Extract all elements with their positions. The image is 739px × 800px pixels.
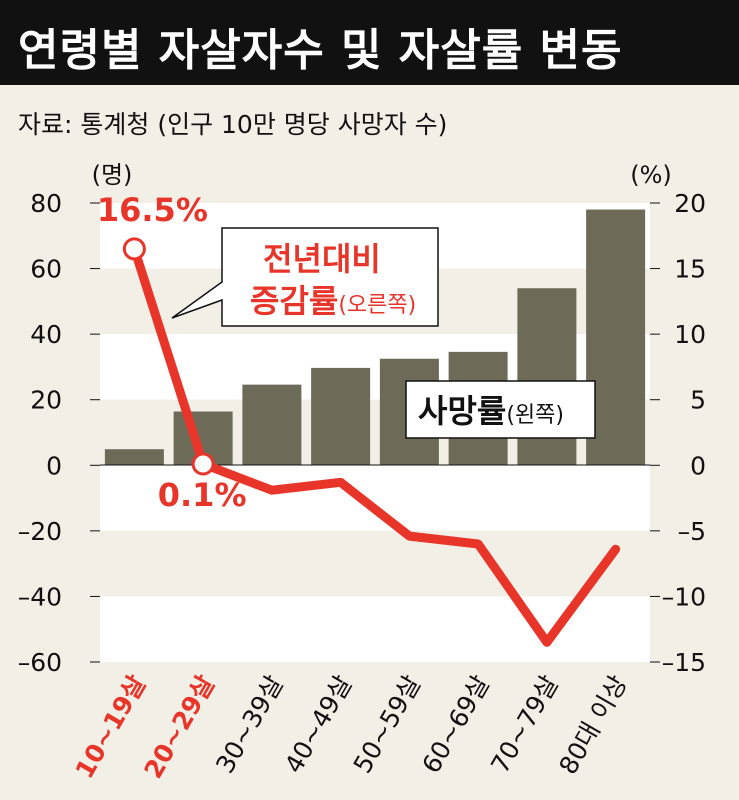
line-legend-callout: 전년대비 증감률(오른쪽): [171, 227, 439, 327]
x-tick-label: 40~49살: [279, 671, 358, 779]
line-series-name-1: 전년대비: [263, 240, 381, 278]
x-axis-labels: 10~19살20~29살30~39살40~49살50~59살60~69살70~7…: [70, 671, 633, 784]
bar: [586, 209, 646, 466]
right-axis-unit: (%): [630, 161, 672, 189]
left-tick-label: 40: [30, 320, 62, 349]
left-tick-label: –20: [18, 517, 62, 546]
line-point: [122, 237, 146, 261]
x-tick-label: 20~29살: [138, 671, 220, 784]
left-tick-label: 60: [30, 255, 62, 284]
bar-legend: 사망률(왼쪽): [405, 380, 596, 439]
right-tick-label: –10: [662, 582, 706, 611]
x-tick-label: 50~59살: [348, 671, 427, 779]
annotations: 16.5% 0.1%: [97, 191, 247, 514]
left-axis-unit: (명): [92, 161, 133, 189]
left-tick-label: –60: [18, 648, 62, 677]
right-tick-label: 20: [674, 189, 706, 218]
annotation-label: 0.1%: [158, 476, 247, 514]
line-series-name-2: 증감률(오른쪽): [250, 282, 416, 320]
left-axis: 80 60 40 20 0 –20 –40 –60: [18, 189, 100, 677]
left-tick-label: 20: [30, 386, 62, 415]
right-tick-label: 5: [690, 386, 706, 415]
right-axis: 20 15 10 5 0 –5 –10 –15: [650, 189, 706, 677]
right-tick-label: 15: [674, 255, 706, 284]
title-bar: 연령별 자살자수 및 자살률 변동: [0, 0, 739, 85]
left-tick-label: 0: [46, 451, 62, 480]
band: [100, 596, 650, 662]
line-series: [122, 237, 621, 647]
x-tick-label: 80대 이상: [553, 671, 632, 780]
annotation-label: 16.5%: [97, 191, 208, 229]
bar: [104, 449, 164, 466]
band: [100, 530, 650, 597]
right-tick-label: –5: [678, 517, 706, 546]
bar: [242, 384, 302, 466]
x-tick-label: 60~69살: [416, 671, 495, 779]
x-tick-label: 30~39살: [210, 671, 289, 779]
right-tick-label: 0: [690, 451, 706, 480]
bar-series: [104, 209, 646, 466]
line-series-path: [129, 244, 621, 647]
right-tick-label: 10: [674, 320, 706, 349]
line-point: [191, 452, 215, 476]
bar: [311, 367, 371, 466]
left-tick-label: –40: [18, 582, 62, 611]
right-tick-label: –15: [662, 648, 706, 677]
bar-series-name: 사망률(왼쪽): [418, 392, 564, 430]
source-note: 자료: 통계청 (인구 10만 명당 사망자 수): [18, 110, 448, 139]
left-tick-label: 80: [30, 189, 62, 218]
band: [100, 465, 650, 531]
chart-title: 연령별 자살자수 및 자살률 변동: [18, 25, 623, 76]
x-tick-label: 70~79살: [485, 671, 564, 779]
